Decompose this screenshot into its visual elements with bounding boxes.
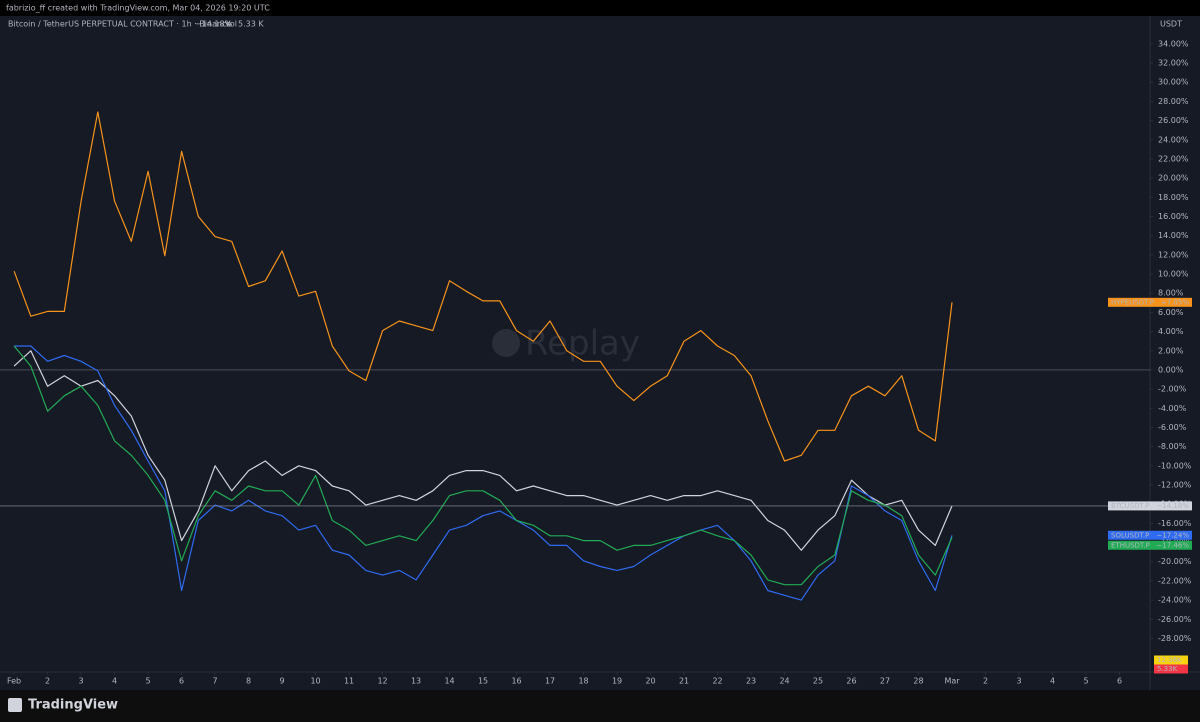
- volume-box: [1154, 655, 1188, 665]
- x-tick-label: 25: [813, 677, 823, 686]
- series-name: ETHUSDT.P: [1111, 541, 1150, 549]
- x-tick-label: 16: [511, 677, 521, 686]
- y-tick-label: 8.00%: [1158, 289, 1184, 298]
- volume-name: Vol: [225, 20, 237, 29]
- watermark: Replay: [525, 324, 640, 364]
- x-tick-label: 12: [377, 677, 387, 686]
- x-tick-label: Mar: [944, 677, 960, 686]
- y-tick-label: 12.00%: [1158, 250, 1189, 259]
- y-tick-label: 34.00%: [1158, 39, 1189, 48]
- x-tick-label: 13: [411, 677, 421, 686]
- series-line: [13, 111, 953, 462]
- x-tick-label: 11: [344, 677, 354, 686]
- x-tick-label: 22: [712, 677, 722, 686]
- x-tick-label: Feb: [7, 677, 21, 686]
- x-tick-label: 20: [645, 677, 655, 686]
- y-tick-label: 6.00%: [1158, 308, 1184, 317]
- series-line: [14, 345, 953, 601]
- y-tick-label: -20.00%: [1158, 557, 1192, 566]
- y-tick-label: 24.00%: [1158, 135, 1189, 144]
- x-tick-label: 5: [146, 677, 151, 686]
- watermark-icon: [492, 329, 520, 357]
- y-tick-label: 26.00%: [1158, 116, 1189, 125]
- x-tick-label: 24: [779, 677, 789, 686]
- x-tick-label: 23: [746, 677, 756, 686]
- x-tick-label: 26: [846, 677, 856, 686]
- x-tick-label: 19: [612, 677, 622, 686]
- series-name: SOLUSDT.P: [1111, 531, 1149, 539]
- last-value-box: [1108, 540, 1192, 550]
- x-tick-label: 4: [1050, 677, 1055, 686]
- x-tick-label: 8: [246, 677, 251, 686]
- y-tick-label: 20.00%: [1158, 174, 1189, 183]
- last-value-label: −17.24%: [1156, 531, 1189, 539]
- y-tick-label: 30.00%: [1158, 78, 1189, 87]
- currency: USDT: [1160, 20, 1182, 29]
- brand: TradingView: [28, 698, 118, 713]
- x-tick-label: 18: [578, 677, 588, 686]
- y-tick-label: 0.00%: [1158, 365, 1184, 374]
- x-tick-label: 3: [1016, 677, 1021, 686]
- last-value-label: −17.46%: [1156, 541, 1189, 549]
- x-tick-label: 27: [880, 677, 890, 686]
- y-tick-label: -16.00%: [1158, 519, 1192, 528]
- x-tick-label: 5: [1083, 677, 1088, 686]
- y-tick-label: 10.00%: [1158, 270, 1189, 279]
- y-tick-label: -10.00%: [1158, 461, 1192, 470]
- y-tick-label: 16.00%: [1158, 212, 1189, 221]
- x-tick-label: 7: [213, 677, 218, 686]
- series-line: [13, 350, 953, 551]
- series-line: [13, 345, 953, 586]
- volume-box: [1154, 664, 1188, 674]
- y-tick-label: 2.00%: [1158, 346, 1184, 355]
- x-tick-label: 2: [983, 677, 988, 686]
- volume-label: 5.33K: [1157, 665, 1178, 673]
- y-tick-label: -6.00%: [1158, 423, 1187, 432]
- y-tick-label: -28.00%: [1158, 634, 1192, 643]
- x-tick-label: 6: [1117, 677, 1122, 686]
- x-tick-label: 21: [679, 677, 689, 686]
- y-tick-label: -2.00%: [1158, 385, 1187, 394]
- x-tick-label: 28: [913, 677, 923, 686]
- subtitle: Bitcoin / TetherUS PERPETUAL CONTRACT · …: [8, 20, 231, 29]
- y-tick-label: 4.00%: [1158, 327, 1184, 336]
- y-tick-label: 32.00%: [1158, 59, 1189, 68]
- series-name: HYPEUSDT.P: [1111, 298, 1154, 306]
- chart-background: [0, 16, 1200, 690]
- credit: fabrizio_ff created with TradingView.com…: [6, 4, 270, 13]
- y-tick-label: -26.00%: [1158, 615, 1192, 624]
- x-tick-label: 9: [280, 677, 285, 686]
- footer: [0, 690, 1200, 722]
- y-tick-label: 28.00%: [1158, 97, 1189, 106]
- last-value-box: [1108, 297, 1192, 307]
- x-tick-label: 10: [310, 677, 320, 686]
- y-tick-label: -12.00%: [1158, 481, 1192, 490]
- y-tick-label: -24.00%: [1158, 596, 1192, 605]
- x-tick-label: 15: [478, 677, 488, 686]
- x-tick-label: 4: [112, 677, 117, 686]
- volume-value: 5.33 K: [238, 20, 264, 29]
- y-tick-label: 14.00%: [1158, 231, 1189, 240]
- y-tick-label: 22.00%: [1158, 154, 1189, 163]
- x-tick-label: 3: [79, 677, 84, 686]
- volume-label: 12.36K: [1157, 656, 1182, 664]
- y-tick-label: -8.00%: [1158, 442, 1187, 451]
- last-value-label: +7.05%: [1161, 298, 1189, 306]
- y-tick-label: -22.00%: [1158, 576, 1192, 585]
- brand-logo: [8, 698, 22, 712]
- credit-bar: [0, 0, 1200, 16]
- change-label: −14.18%: [195, 20, 233, 29]
- series-name: BTCUSDT.P: [1111, 502, 1149, 510]
- x-tick-label: 14: [444, 677, 454, 686]
- x-tick-label: 2: [45, 677, 50, 686]
- x-tick-label: 6: [179, 677, 184, 686]
- y-tick-label: -4.00%: [1158, 404, 1187, 413]
- last-value-box: [1108, 501, 1192, 511]
- last-value-label: −14.18%: [1156, 502, 1189, 510]
- last-value-box: [1108, 530, 1192, 540]
- x-tick-label: 17: [545, 677, 555, 686]
- y-tick-label: 18.00%: [1158, 193, 1189, 202]
